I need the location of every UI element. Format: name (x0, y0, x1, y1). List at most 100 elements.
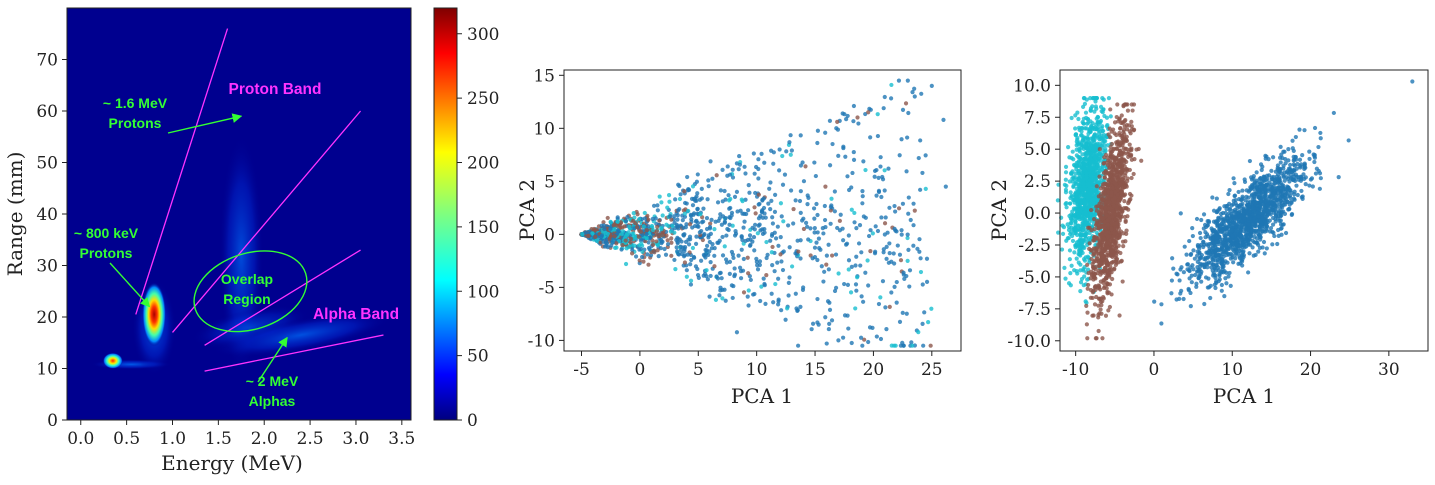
scatter1-point (889, 83, 893, 87)
scatter1-point (710, 242, 714, 246)
scatter1-point (768, 207, 772, 211)
scatter2-point (1212, 271, 1216, 275)
scatter2-point (1085, 263, 1089, 267)
scatter1-point (642, 225, 646, 229)
scatter1-point (604, 241, 608, 245)
scatter1-point (865, 258, 869, 262)
scatter2-point (1099, 166, 1103, 170)
scatter1-point (795, 309, 799, 313)
scatter1-point (756, 267, 760, 271)
scatter2-point (1132, 172, 1136, 176)
scatter1-point (836, 128, 840, 132)
scatter1-point (727, 223, 731, 227)
scatter1-point (911, 244, 915, 248)
scatter1-point (822, 270, 826, 274)
scatter2-point (1080, 188, 1084, 192)
scatter1-point (860, 201, 864, 205)
scatter2-point (1258, 176, 1262, 180)
scatter1-point (746, 303, 750, 307)
scatter1-point (860, 189, 864, 193)
scatter1-point (789, 133, 793, 137)
scatter1-point (704, 268, 708, 272)
scatter2-point (1271, 223, 1275, 227)
scatter1-point (827, 301, 831, 305)
scatter2-point (1318, 171, 1322, 175)
scatter2-point (1295, 175, 1299, 179)
heatmap-ytick-label: 70 (36, 51, 58, 71)
scatter1-point (845, 314, 849, 318)
scatter1-point (817, 322, 821, 326)
scatter1-point (659, 200, 663, 204)
scatter2-point (1241, 249, 1245, 253)
scatter2-point (1292, 197, 1296, 201)
scatter2-point (1118, 251, 1122, 255)
scatter2-point (1202, 212, 1206, 216)
scatter2-point (1068, 271, 1072, 275)
scatter1-point (835, 226, 839, 230)
scatter2-point (1223, 250, 1227, 254)
scatter1-point (850, 265, 854, 269)
scatter2-point (1202, 257, 1206, 261)
scatter1-point (713, 220, 717, 224)
hotspot-800kev (142, 282, 166, 346)
scatter1-point (823, 131, 827, 135)
scatter2-point (1081, 181, 1085, 185)
scatter1-point (847, 188, 851, 192)
scatter1-point (747, 191, 751, 195)
scatter1-point (712, 227, 716, 231)
scatter1-point (718, 288, 722, 292)
scatter2-point (1255, 219, 1259, 223)
overlap-label-line2: Region (223, 291, 270, 307)
scatter1-point (854, 282, 858, 286)
scatter1-point (746, 208, 750, 212)
scatter2-point (1258, 246, 1262, 250)
scatter1-point (694, 235, 698, 239)
scatter1-point (868, 325, 872, 329)
scatter1-point (874, 168, 878, 172)
scatter1-point (879, 195, 883, 199)
scatter2-point (1181, 297, 1185, 301)
scatter2-point (1104, 314, 1108, 318)
scatter1-point (881, 279, 885, 283)
scatter2-point (1220, 244, 1224, 248)
scatter2-point (1082, 162, 1086, 166)
scatter2-point (1277, 234, 1281, 238)
scatter1-point (799, 238, 803, 242)
scatter1-point (823, 185, 827, 189)
scatter1-point (612, 223, 616, 227)
scatter1-point (733, 195, 737, 199)
scatter1-point (749, 278, 753, 282)
scatter1-point (752, 235, 756, 239)
scatter1-point (773, 282, 777, 286)
scatter2-point (1251, 239, 1255, 243)
scatter1-xtick-label: 0 (634, 360, 645, 380)
scatter1-point (696, 172, 700, 176)
scatter1-point (921, 282, 925, 286)
scatter1-point (858, 223, 862, 227)
scatter1-point (843, 155, 847, 159)
scatter1-point (911, 223, 915, 227)
scatter2-point (1292, 168, 1296, 172)
scatter1-point (602, 227, 606, 231)
scatter1-point (691, 184, 695, 188)
scatter2-point (1258, 181, 1262, 185)
scatter1-point (878, 164, 882, 168)
scatter1-point (888, 305, 892, 309)
scatter2-point (1060, 247, 1064, 251)
scatter1-point (830, 318, 834, 322)
scatter2-point (1216, 216, 1220, 220)
scatter1-point (941, 118, 945, 122)
scatter1-point (906, 248, 910, 252)
scatter1-point (816, 129, 820, 133)
scatter2-point (1070, 116, 1074, 120)
scatter2-point (1222, 218, 1226, 222)
scatter2-point (1252, 231, 1256, 235)
scatter2-point (1319, 136, 1323, 140)
scatter1-point (751, 292, 755, 296)
scatter2-point (1095, 142, 1099, 146)
scatter1-point (883, 221, 887, 225)
scatter1-point (758, 299, 762, 303)
heatmap-ytick-label: 0 (47, 411, 58, 431)
scatter2-point (1275, 186, 1279, 190)
